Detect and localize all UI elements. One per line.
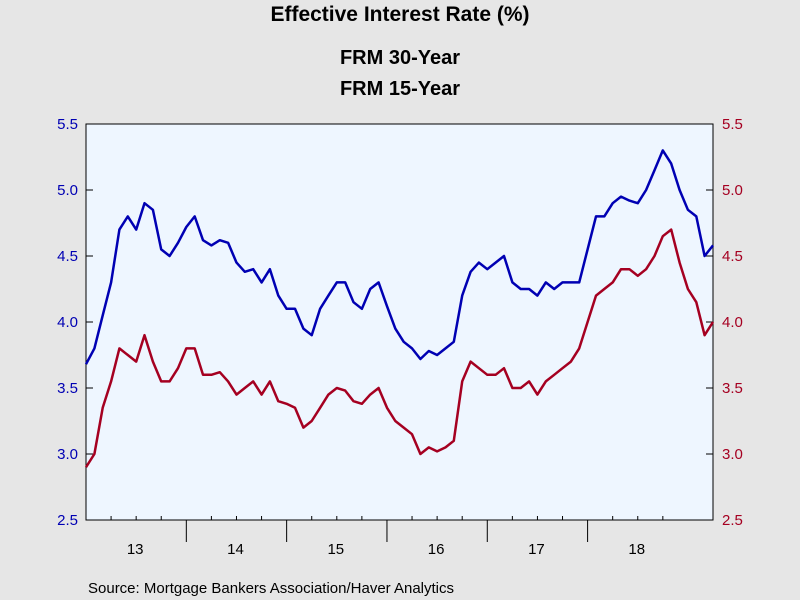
- left-ytick-label: 4.5: [57, 248, 78, 265]
- legend-series-1: FRM 30-Year: [340, 47, 460, 69]
- source-note: Source: Mortgage Bankers Association/Hav…: [88, 580, 454, 597]
- plot-area: [85, 123, 714, 521]
- left-ytick-label: 3.0: [57, 446, 78, 463]
- legend-series-2: FRM 15-Year: [340, 78, 460, 100]
- right-ytick-label: 4.0: [722, 314, 743, 331]
- left-ytick-label: 5.0: [57, 182, 78, 199]
- right-ytick-label: 3.5: [722, 380, 743, 397]
- xtick-label: 14: [227, 541, 244, 558]
- xtick-label: 15: [327, 541, 344, 558]
- left-ytick-label: 5.5: [57, 116, 78, 133]
- xtick-label: 13: [127, 541, 144, 558]
- left-ytick-label: 3.5: [57, 380, 78, 397]
- chart-title: Effective Interest Rate (%): [270, 3, 529, 26]
- right-ytick-label: 4.5: [722, 248, 743, 265]
- left-ytick-label: 2.5: [57, 512, 78, 529]
- right-ytick-label: 2.5: [722, 512, 743, 529]
- left-ytick-label: 4.0: [57, 314, 78, 331]
- right-ytick-label: 3.0: [722, 446, 743, 463]
- right-ytick-label: 5.0: [722, 182, 743, 199]
- series-line-frm-15-year: [84, 228, 715, 468]
- xtick-label: 16: [428, 541, 445, 558]
- right-ytick-label: 5.5: [722, 116, 743, 133]
- xtick-label: 18: [628, 541, 645, 558]
- xtick-label: 17: [528, 541, 545, 558]
- series-line-frm-30-year: [84, 149, 714, 365]
